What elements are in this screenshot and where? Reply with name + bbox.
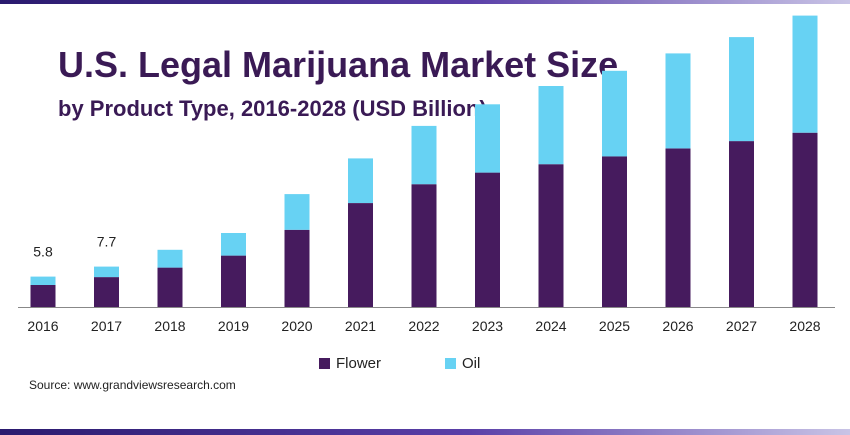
x-tick-label-2025: 2025 xyxy=(599,318,630,334)
bar-flower-2023 xyxy=(475,172,500,307)
x-tick-label-2017: 2017 xyxy=(91,318,122,334)
source-note: Source: www.grandviewsresearch.com xyxy=(29,378,236,392)
legend-swatch-flower xyxy=(319,357,330,369)
x-tick-label-2016: 2016 xyxy=(27,318,58,334)
x-tick-label-2021: 2021 xyxy=(345,318,376,334)
chart-title: U.S. Legal Marijuana Market Size xyxy=(58,44,619,85)
x-tick-label-2028: 2028 xyxy=(789,318,820,334)
x-tick-label-2026: 2026 xyxy=(662,318,693,334)
bar-flower-2027 xyxy=(729,141,754,307)
x-tick-label-2023: 2023 xyxy=(472,318,503,334)
legend-item-flower: Flower xyxy=(319,355,381,372)
x-tick-label-2018: 2018 xyxy=(154,318,185,334)
bar-flower-2016 xyxy=(30,284,56,307)
bar-oil-2027 xyxy=(729,37,754,142)
data-labels: 5.8 7.7 xyxy=(33,234,116,260)
bar-oil-2024 xyxy=(538,86,564,165)
data-label-2017: 7.7 xyxy=(97,234,117,250)
bar-flower-2026 xyxy=(665,148,691,307)
bar-oil-2017 xyxy=(94,266,119,278)
bar-oil-2028 xyxy=(792,15,818,133)
x-tick-label-2024: 2024 xyxy=(535,318,566,334)
bar-oil-2018 xyxy=(157,249,183,268)
bar-flower-2017 xyxy=(94,277,119,307)
bar-flower-2021 xyxy=(348,203,373,308)
x-tick-labels: 2016 2017 2018 2019 2020 2021 2022 2023 2024 2025… xyxy=(27,318,820,334)
bar-flower-2018 xyxy=(157,267,183,307)
legend-label-oil: Oil xyxy=(462,354,481,372)
chart-subtitle: by Product Type, 2016-2028 (USD Billion) xyxy=(58,96,487,121)
bar-oil-2020 xyxy=(284,194,310,230)
x-tick-label-2020: 2020 xyxy=(281,318,312,334)
bar-oil-2021 xyxy=(348,158,373,203)
bar-oil-2019 xyxy=(221,233,246,256)
bar-flower-2025 xyxy=(602,156,627,307)
bar-oil-2016 xyxy=(30,276,56,285)
bar-oil-2025 xyxy=(602,70,627,157)
bottom-accent-bar xyxy=(0,429,850,435)
bar-oil-2022 xyxy=(411,125,437,185)
legend-item-oil: Oil xyxy=(445,355,480,372)
bar-flower-2022 xyxy=(411,184,437,307)
x-tick-label-2022: 2022 xyxy=(408,318,439,334)
bar-flower-2020 xyxy=(284,229,310,307)
bar-oil-2026 xyxy=(665,53,691,149)
bar-flower-2019 xyxy=(221,255,246,308)
data-label-2016: 5.8 xyxy=(33,244,53,260)
legend-label-flower: Flower xyxy=(336,354,382,372)
bars-group xyxy=(30,15,818,308)
legend-swatch-oil xyxy=(445,357,457,369)
x-tick-label-2027: 2027 xyxy=(726,318,757,334)
bar-oil-2023 xyxy=(475,104,500,173)
legend: Flower Oil xyxy=(319,352,544,374)
bar-flower-2024 xyxy=(538,164,564,307)
top-accent-bar xyxy=(0,0,850,4)
bar-flower-2028 xyxy=(792,132,818,307)
x-tick-label-2019: 2019 xyxy=(218,318,249,334)
